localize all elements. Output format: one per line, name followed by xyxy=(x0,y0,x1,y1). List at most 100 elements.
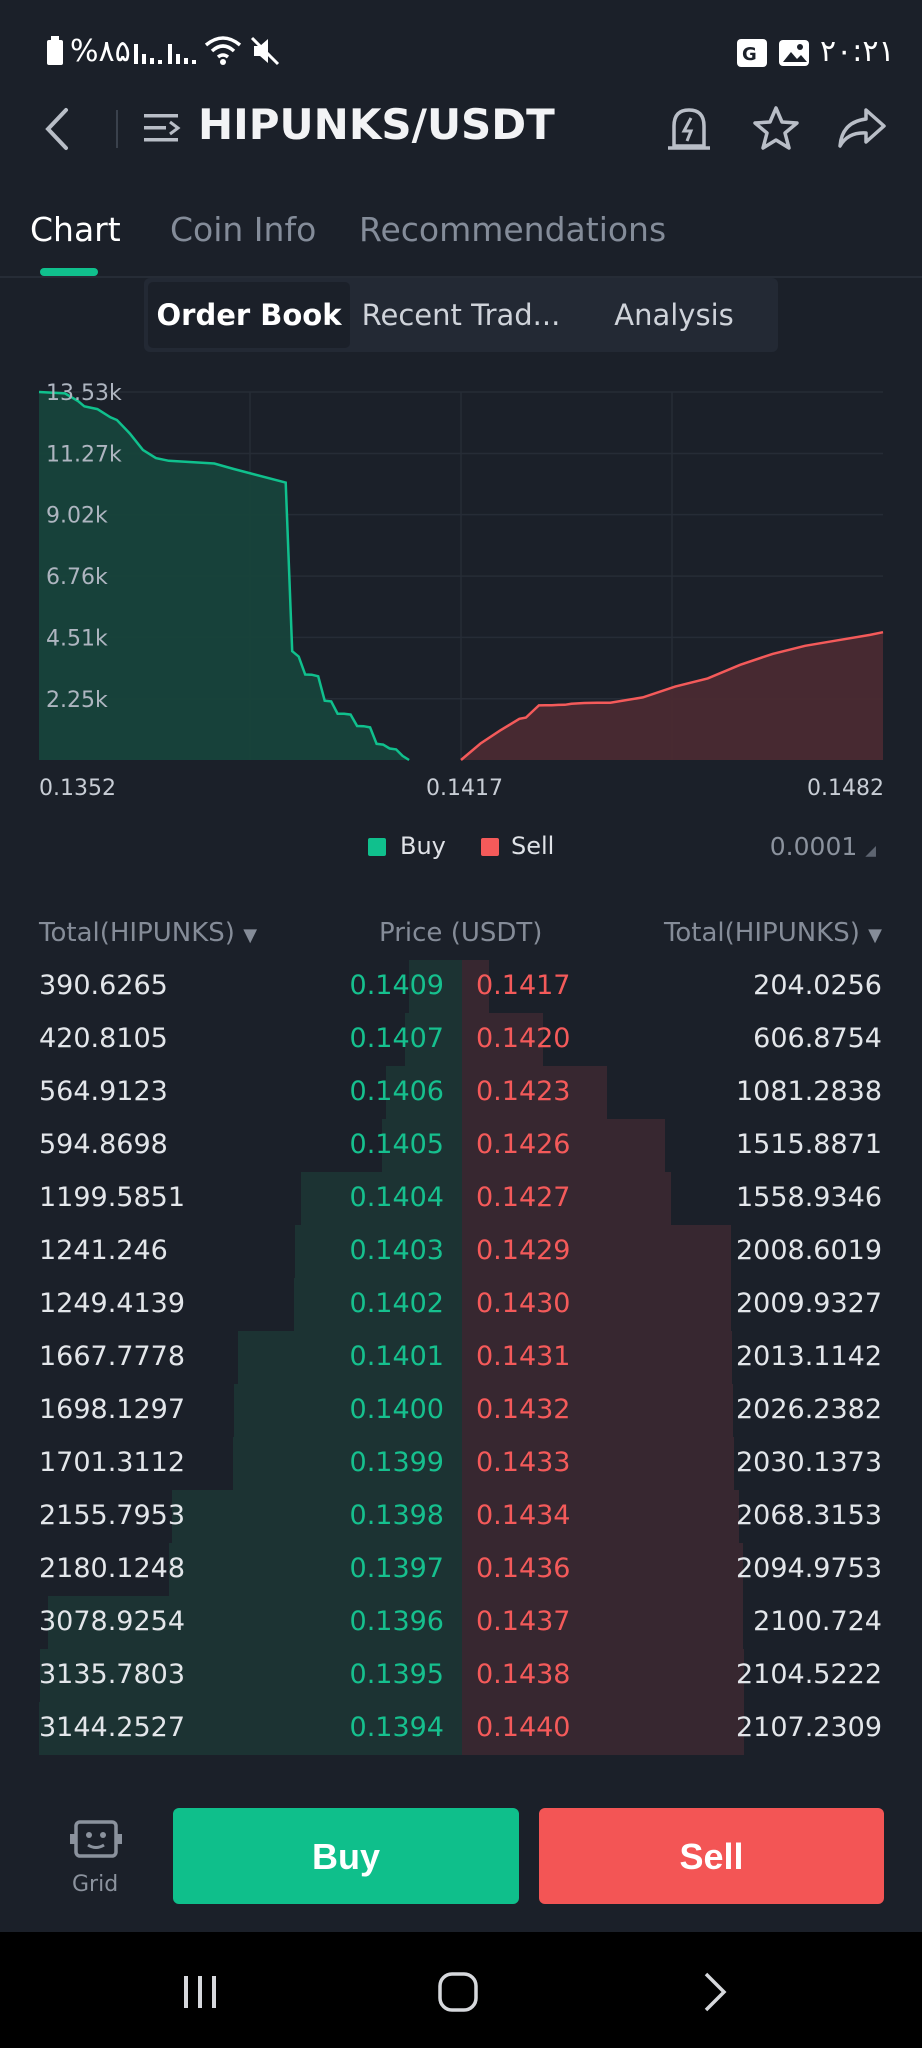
orderbook-row[interactable]: 1241.246 0.1403 0.1429 2008.6019 xyxy=(0,1225,922,1278)
nav-forward-icon[interactable] xyxy=(700,1970,730,2014)
orderbook-row[interactable]: 420.8105 0.1407 0.1420 606.8754 xyxy=(0,1013,922,1066)
price-header: Price (USDT) xyxy=(379,918,543,948)
ask-price[interactable]: 0.1437 xyxy=(476,1606,571,1637)
ask-price[interactable]: 0.1436 xyxy=(476,1553,571,1584)
bid-total-header[interactable]: Total(HIPUNKS) ▼ xyxy=(39,918,257,948)
wifi-icon xyxy=(204,36,242,65)
bid-price[interactable]: 0.1395 xyxy=(349,1659,444,1690)
ask-total: 606.8754 xyxy=(753,1023,882,1054)
y-tick-label: 11.27k xyxy=(46,442,122,467)
ask-total: 2026.2382 xyxy=(735,1394,882,1425)
tab-recommendations[interactable]: Recommendations xyxy=(359,210,667,249)
orderbook-row[interactable]: 3135.7803 0.1395 0.1438 2104.5222 xyxy=(0,1649,922,1702)
tab-chart[interactable]: Chart xyxy=(30,210,121,249)
segment-recent-trades[interactable]: Recent Trad... xyxy=(361,298,561,332)
ask-depth-bar xyxy=(462,1119,665,1172)
segment-analysis[interactable]: Analysis xyxy=(614,298,734,332)
depth-line-buy xyxy=(38,390,410,762)
ask-price[interactable]: 0.1432 xyxy=(476,1394,571,1425)
orderbook-row[interactable]: 3078.9254 0.1396 0.1437 2100.724 xyxy=(0,1596,922,1649)
bid-depth-bar xyxy=(295,1225,462,1278)
bid-price[interactable]: 0.1404 xyxy=(349,1182,444,1213)
ask-price[interactable]: 0.1440 xyxy=(476,1712,571,1743)
orderbook-row[interactable]: 594.8698 0.1405 0.1426 1515.8871 xyxy=(0,1119,922,1172)
bid-price[interactable]: 0.1405 xyxy=(349,1129,444,1160)
tab-coin-info[interactable]: Coin Info xyxy=(170,210,317,249)
ask-price[interactable]: 0.1429 xyxy=(476,1235,571,1266)
bid-price[interactable]: 0.1398 xyxy=(349,1500,444,1531)
ask-total: 2100.724 xyxy=(753,1606,882,1637)
bid-price[interactable]: 0.1400 xyxy=(349,1394,444,1425)
orderbook-row[interactable]: 1698.1297 0.1400 0.1432 2026.2382 xyxy=(0,1384,922,1437)
ask-price[interactable]: 0.1430 xyxy=(476,1288,571,1319)
star-icon[interactable] xyxy=(752,104,800,152)
sell-button[interactable]: Sell xyxy=(539,1808,884,1904)
bid-price[interactable]: 0.1397 xyxy=(349,1553,444,1584)
orderbook-row[interactable]: 1667.7778 0.1401 0.1431 2013.1142 xyxy=(0,1331,922,1384)
bid-price[interactable]: 0.1403 xyxy=(349,1235,444,1266)
legend-buy-swatch xyxy=(368,838,386,856)
ask-price[interactable]: 0.1434 xyxy=(476,1500,571,1531)
menu-list-icon[interactable] xyxy=(142,110,182,146)
recent-apps-icon[interactable] xyxy=(180,1972,220,2012)
svg-text:G: G xyxy=(742,44,757,65)
orderbook-row[interactable]: 390.6265 0.1409 0.1417 204.0256 xyxy=(0,960,922,1013)
dropdown-icon: ▼ xyxy=(868,925,882,946)
bid-price[interactable]: 0.1394 xyxy=(349,1712,444,1743)
buy-button[interactable]: Buy xyxy=(173,1808,519,1904)
back-icon[interactable] xyxy=(42,106,72,152)
bid-price[interactable]: 0.1399 xyxy=(349,1447,444,1478)
bid-depth-bar xyxy=(409,960,462,1013)
price-alert-icon[interactable] xyxy=(666,104,712,154)
orderbook-row[interactable]: 2180.1248 0.1397 0.1436 2094.9753 xyxy=(0,1543,922,1596)
orderbook-row[interactable]: 2155.7953 0.1398 0.1434 2068.3153 xyxy=(0,1490,922,1543)
orderbook-row[interactable]: 1199.5851 0.1404 0.1427 1558.9346 xyxy=(0,1172,922,1225)
grid-bot-entry[interactable]: Grid xyxy=(62,1818,130,1898)
ask-price[interactable]: 0.1420 xyxy=(476,1023,571,1054)
depth-chart[interactable]: 13.53k 11.27k 9.02k 6.76k 4.51k 2.25k xyxy=(0,380,922,770)
ask-price[interactable]: 0.1433 xyxy=(476,1447,571,1478)
share-icon[interactable] xyxy=(836,106,888,150)
orderbook-row[interactable]: 1249.4139 0.1402 0.1430 2009.9327 xyxy=(0,1278,922,1331)
bid-total: 1241.246 xyxy=(39,1235,168,1266)
ask-total: 1558.9346 xyxy=(735,1182,882,1213)
ask-total: 1515.8871 xyxy=(735,1129,882,1160)
ask-price[interactable]: 0.1423 xyxy=(476,1076,571,1107)
clock: ۲۰:۲۱ xyxy=(820,34,895,69)
ask-price[interactable]: 0.1431 xyxy=(476,1341,571,1372)
bid-total: 564.9123 xyxy=(39,1076,168,1107)
bid-price[interactable]: 0.1409 xyxy=(349,970,444,1001)
ask-price[interactable]: 0.1426 xyxy=(476,1129,571,1160)
ask-total: 204.0256 xyxy=(753,970,882,1001)
legend-sell-label: Sell xyxy=(511,832,555,860)
status-bar: %۸۵ G ۲۰:۲۱ xyxy=(0,0,922,100)
pair-title[interactable]: HIPUNKS/USDT xyxy=(198,100,555,149)
bid-depth-bar xyxy=(381,1119,462,1172)
precision-selector[interactable]: 0.0001 ◢ xyxy=(770,832,876,861)
bid-price[interactable]: 0.1402 xyxy=(349,1288,444,1319)
ask-depth-bar xyxy=(462,1437,734,1490)
bid-depth-bar xyxy=(237,1331,462,1384)
y-tick-label: 2.25k xyxy=(46,688,108,713)
bid-price[interactable]: 0.1401 xyxy=(349,1341,444,1372)
orderbook-row[interactable]: 3144.2527 0.1394 0.1440 2107.2309 xyxy=(0,1702,922,1755)
segment-order-book[interactable]: Order Book xyxy=(148,282,350,348)
ask-total: 2013.1142 xyxy=(735,1341,882,1372)
header-divider xyxy=(116,110,118,148)
orderbook-row[interactable]: 564.9123 0.1406 0.1423 1081.2838 xyxy=(0,1066,922,1119)
ask-total-header[interactable]: Total(HIPUNKS) ▼ xyxy=(664,918,882,948)
home-icon[interactable] xyxy=(436,1970,480,2014)
ask-total-header-label: Total(HIPUNKS) xyxy=(663,918,860,948)
mute-icon xyxy=(250,36,280,66)
bid-price[interactable]: 0.1406 xyxy=(349,1076,444,1107)
bid-total: 1698.1297 xyxy=(39,1394,186,1425)
orderbook-row[interactable]: 1701.3112 0.1399 0.1433 2030.1373 xyxy=(0,1437,922,1490)
bid-total: 3135.7803 xyxy=(39,1659,186,1690)
bid-price[interactable]: 0.1407 xyxy=(349,1023,444,1054)
battery-percent: %۸۵ xyxy=(70,34,131,69)
ask-price[interactable]: 0.1417 xyxy=(476,970,571,1001)
ask-price[interactable]: 0.1427 xyxy=(476,1182,571,1213)
bid-price[interactable]: 0.1396 xyxy=(349,1606,444,1637)
ask-total: 2104.5222 xyxy=(735,1659,882,1690)
ask-price[interactable]: 0.1438 xyxy=(476,1659,571,1690)
